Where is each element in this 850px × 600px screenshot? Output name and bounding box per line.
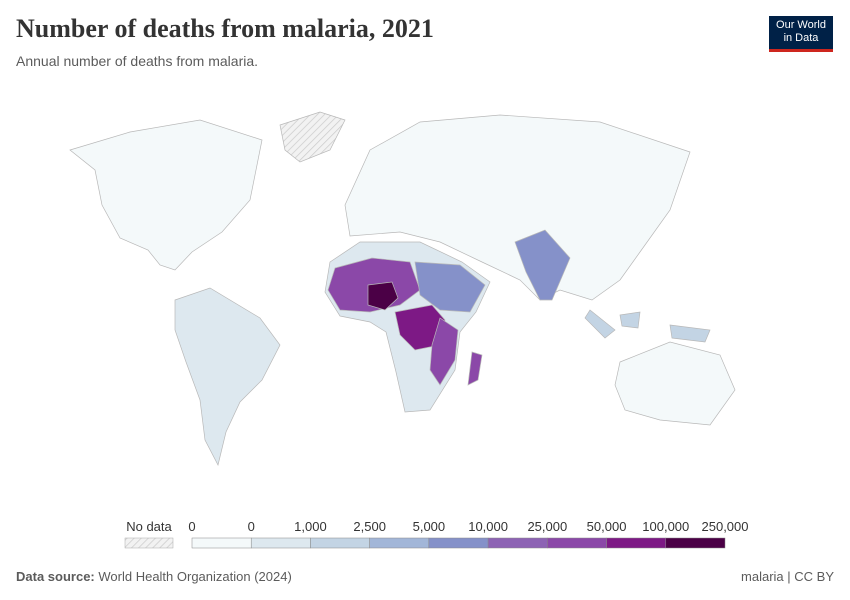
legend-label: 0 — [248, 519, 255, 534]
legend-bin[interactable] — [547, 537, 607, 549]
greenland[interactable] — [279, 111, 346, 163]
source: Data source: World Health Organization (… — [16, 569, 292, 584]
legend-bin[interactable] — [191, 537, 252, 549]
legend-label: 5,000 — [413, 519, 446, 534]
indonesia[interactable] — [584, 309, 711, 343]
legend-label: 1,000 — [294, 519, 327, 534]
license: malaria | CC BY — [741, 569, 834, 584]
title: Number of deaths from malaria, 2021 — [16, 14, 434, 43]
legend-label: 10,000 — [468, 519, 508, 534]
legend-label: 2,500 — [353, 519, 386, 534]
legend-label: 250,000 — [702, 519, 749, 534]
source-label: Data source: — [16, 569, 95, 584]
subtitle: Annual number of deaths from malaria. — [16, 53, 259, 69]
southeast-africa[interactable] — [429, 317, 459, 386]
logo-line: in Data — [783, 32, 819, 44]
legend-label: 25,000 — [527, 519, 567, 534]
legend-bin[interactable] — [606, 537, 667, 549]
legend-label: 0 — [188, 519, 195, 534]
eurasia[interactable] — [344, 114, 691, 301]
legend-bin[interactable] — [428, 537, 489, 549]
legend-label: 100,000 — [642, 519, 689, 534]
legend-bin[interactable] — [310, 537, 370, 549]
legend-label: No data — [126, 519, 172, 534]
north-america[interactable] — [69, 119, 263, 271]
logo-line: Our World — [776, 19, 826, 31]
australia[interactable] — [614, 341, 736, 426]
logo[interactable]: Our World in Data — [769, 16, 833, 52]
legend-bin[interactable] — [487, 537, 548, 549]
south-america[interactable] — [174, 287, 281, 466]
nigeria[interactable] — [367, 281, 399, 311]
east-africa[interactable] — [414, 261, 486, 313]
madagascar[interactable] — [467, 351, 483, 386]
source-text[interactable]: World Health Organization (2024) — [98, 569, 292, 584]
india[interactable] — [514, 229, 571, 301]
legend-bin[interactable] — [369, 537, 430, 549]
legend-label: 50,000 — [587, 519, 627, 534]
no-data-swatch[interactable] — [124, 537, 174, 549]
legend-bin[interactable] — [665, 537, 726, 549]
legend-bin[interactable] — [250, 537, 311, 549]
